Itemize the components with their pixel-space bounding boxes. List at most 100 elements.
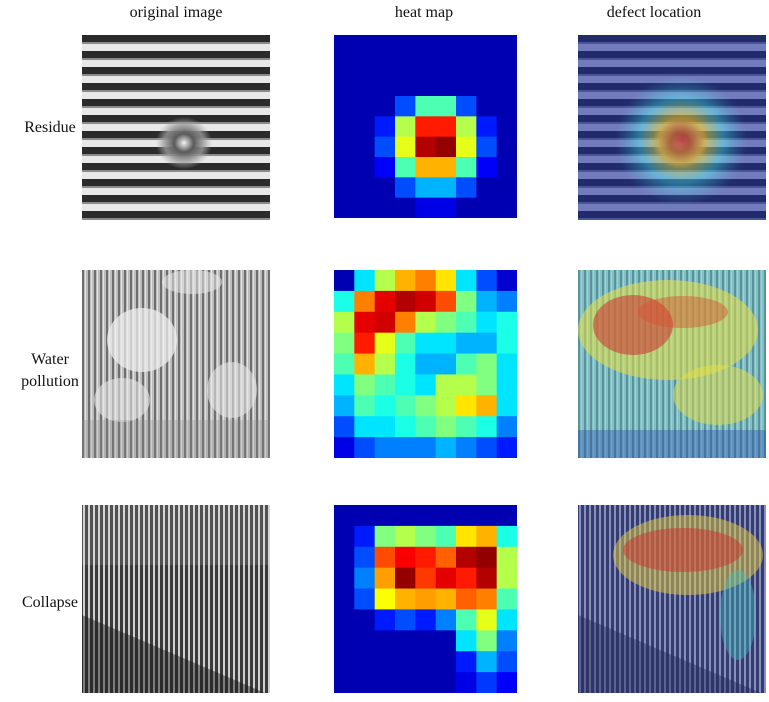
row-label-line: Collapse xyxy=(22,594,78,611)
heatmap-cell xyxy=(415,136,437,158)
heatmap-cell xyxy=(334,672,355,693)
heatmap-cell xyxy=(415,96,437,117)
heatmap-cell xyxy=(435,588,457,610)
heatmap-cell xyxy=(476,332,498,355)
heatmap-cell xyxy=(374,546,396,569)
heatmap-cell xyxy=(415,290,437,313)
heatmap-cell xyxy=(456,588,477,610)
heatmap-cell xyxy=(334,546,355,569)
heatmap-cell xyxy=(395,116,416,138)
heatmap-cell xyxy=(435,630,457,652)
row-label-line: Residue xyxy=(24,119,76,136)
heatmap-cell xyxy=(354,609,376,631)
heatmap-cell xyxy=(354,505,376,527)
heatmap-cell xyxy=(415,197,437,218)
heatmap-cell xyxy=(415,157,437,178)
heatmap-cell xyxy=(334,290,355,313)
heatmap-cell xyxy=(374,177,396,199)
heatmap-cell xyxy=(415,416,437,438)
heatmap-cell xyxy=(374,395,396,417)
heatmap-cell xyxy=(456,55,477,77)
heatmap-cell xyxy=(476,525,498,548)
heatmap-cell xyxy=(496,609,517,631)
heatmap-cell xyxy=(415,374,437,396)
heatmap-cell xyxy=(476,651,498,673)
heatmap-cell xyxy=(354,588,376,610)
heatmap-cell xyxy=(354,567,376,590)
defect-location-water-pollution xyxy=(578,270,766,458)
heatmap-cell xyxy=(496,197,517,218)
heatmap-grid xyxy=(334,35,517,218)
heatmap-cell xyxy=(395,651,416,673)
heatmap-cell xyxy=(334,332,355,355)
heatmap-cell xyxy=(476,353,498,375)
heatmap-cell xyxy=(456,332,477,355)
heatmap-cell xyxy=(374,197,396,218)
heatmap-cell xyxy=(374,630,396,652)
heatmap-cell xyxy=(415,116,437,138)
heatmap-cell xyxy=(476,546,498,569)
heatmap-cell xyxy=(476,55,498,77)
heatmap-cell xyxy=(476,157,498,178)
heatmap-cell xyxy=(415,75,437,97)
heatmap-cell xyxy=(334,567,355,590)
heatmap-cell xyxy=(496,136,517,158)
heatmap-cell xyxy=(476,630,498,652)
heatmap-cell xyxy=(496,116,517,138)
heatmap-cell xyxy=(374,157,396,178)
heatmap-cell xyxy=(374,35,396,56)
heatmap-cell xyxy=(476,437,498,458)
heatmap-cell xyxy=(435,374,457,396)
heatmap-cell xyxy=(415,353,437,375)
heatmap-cell xyxy=(374,332,396,355)
heatmap-cell xyxy=(395,416,416,438)
heatmap-cell xyxy=(395,290,416,313)
heatmap-cell xyxy=(354,290,376,313)
heatmap-cell xyxy=(354,55,376,77)
heatmap-cell xyxy=(476,505,498,527)
heatmap-cell xyxy=(334,395,355,417)
heatmap-cell xyxy=(415,546,437,569)
heatmap-cell xyxy=(374,672,396,693)
heatmap-cell xyxy=(476,197,498,218)
heatmap-cell xyxy=(496,505,517,527)
heatmap-cell xyxy=(374,567,396,590)
column-header-overlay: defect location xyxy=(606,4,702,21)
heatmap-cell xyxy=(435,672,457,693)
heatmap-cell xyxy=(374,270,396,292)
heatmap-cell xyxy=(415,35,437,56)
heatmap-cell xyxy=(435,75,457,97)
heatmap-cell xyxy=(395,55,416,77)
heatmap-cell xyxy=(374,374,396,396)
heatmap-cell xyxy=(415,505,437,527)
heatmap-cell xyxy=(374,437,396,458)
heatmap-cell xyxy=(456,116,477,138)
heatmap-cell xyxy=(354,672,376,693)
heatmap-cell xyxy=(334,96,355,117)
heatmap-cell xyxy=(334,588,355,610)
heatmap-cell xyxy=(395,588,416,610)
heatmap-grid xyxy=(334,505,517,693)
heatmap-cell xyxy=(415,672,437,693)
heatmap-cell xyxy=(496,416,517,438)
heatmap-cell xyxy=(354,416,376,438)
heatmap-cell xyxy=(496,651,517,673)
heatmap-cell xyxy=(354,374,376,396)
heatmap-cell xyxy=(476,374,498,396)
collapse-overlay xyxy=(578,505,766,693)
heatmap-cell xyxy=(476,567,498,590)
heatmap-cell xyxy=(435,270,457,292)
heatmap-cell xyxy=(334,437,355,458)
heatmap-cell xyxy=(435,136,457,158)
heatmap-collapse xyxy=(334,505,517,693)
heatmap-cell xyxy=(395,567,416,590)
heatmap-cell xyxy=(476,177,498,199)
heatmap-cell xyxy=(334,75,355,97)
water-pollution-overlay xyxy=(578,270,766,458)
heatmap-cell xyxy=(395,525,416,548)
heatmap-cell xyxy=(354,177,376,199)
heatmap-cell xyxy=(395,332,416,355)
heatmap-cell xyxy=(496,96,517,117)
heatmap-cell xyxy=(476,116,498,138)
heatmap-cell xyxy=(354,116,376,138)
